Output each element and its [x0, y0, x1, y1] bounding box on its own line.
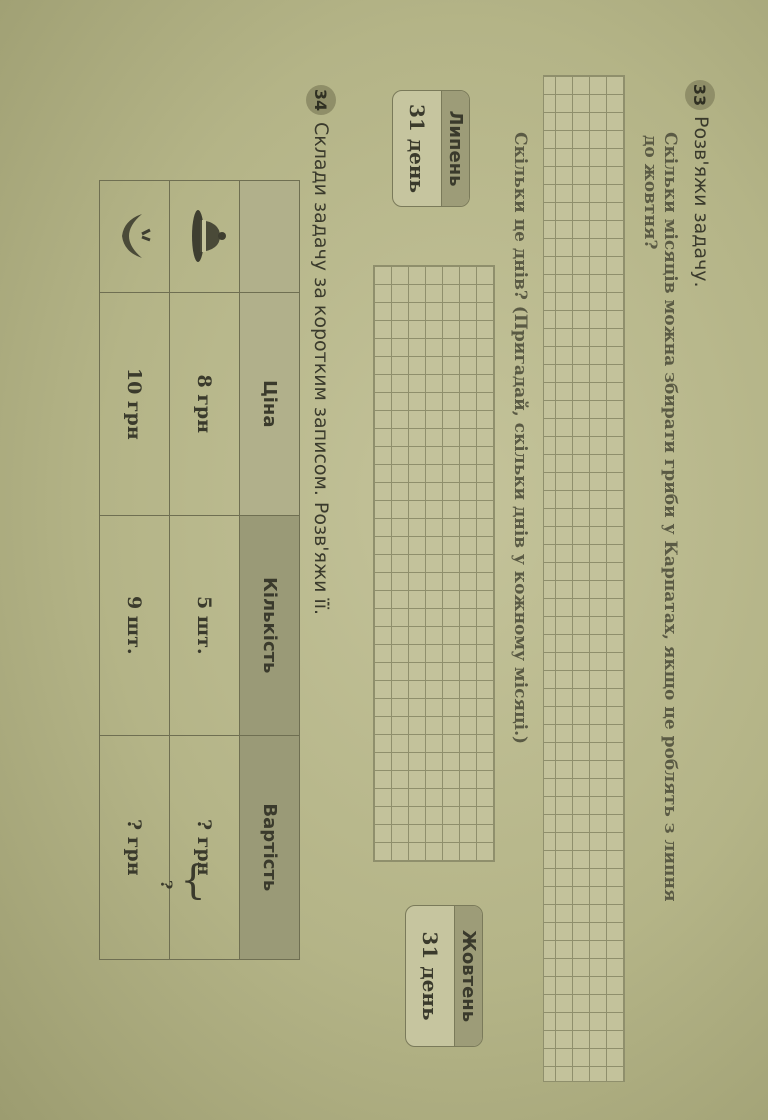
hat-icon: [169, 180, 240, 293]
mushroom-basket-icon: [99, 180, 170, 293]
quantity-cell: 9 шт.: [99, 515, 170, 736]
short-record-table: Ціна Кількість Вартість 8 грн 5 шт. ? гр…: [99, 180, 300, 960]
task-33-title: Розв'яжи задачу.: [690, 116, 712, 288]
days-answer-grid[interactable]: [373, 265, 495, 862]
header-quantity: Кількість: [239, 515, 300, 736]
cost-cell: ? грн: [99, 735, 170, 960]
task-33-question: Скільки місяців можна збирати гриби у Ка…: [660, 132, 680, 902]
price-cell: 10 грн: [99, 292, 170, 516]
quantity-cell: 5 шт.: [169, 515, 240, 736]
cost-cell: ? грн: [169, 735, 240, 960]
month-name: Жовтень: [454, 906, 482, 1046]
answer-grid[interactable]: [543, 75, 625, 1082]
table-row: 8 грн 5 шт. ? грн: [169, 180, 240, 960]
header-price: Ціна: [239, 292, 300, 516]
task-33-question-2: Скільки це днів? (Пригадай, скільки днів…: [510, 132, 530, 745]
price-cell: 8 грн: [169, 292, 240, 516]
month-days: 31 день: [418, 931, 442, 1021]
brace-icon: }: [180, 859, 206, 906]
total-question: ?: [157, 880, 176, 890]
task-33-number: 33: [685, 80, 715, 110]
task-33-question-cont: до жовтня?: [640, 135, 660, 250]
month-card-july: Липень 31 день: [392, 90, 470, 207]
header-empty: [239, 180, 300, 293]
table-row: 10 грн 9 шт. ? грн: [99, 180, 170, 960]
month-name: Липень: [441, 91, 469, 206]
month-card-october: Жовтень 31 день: [405, 905, 483, 1047]
task-34-number: 34: [306, 85, 336, 115]
table-header-row: Ціна Кількість Вартість: [239, 180, 300, 960]
header-cost: Вартість: [239, 735, 300, 960]
month-days: 31 день: [405, 103, 429, 194]
task-34-title: Склади задачу за коротким записом. Розв'…: [310, 122, 332, 616]
